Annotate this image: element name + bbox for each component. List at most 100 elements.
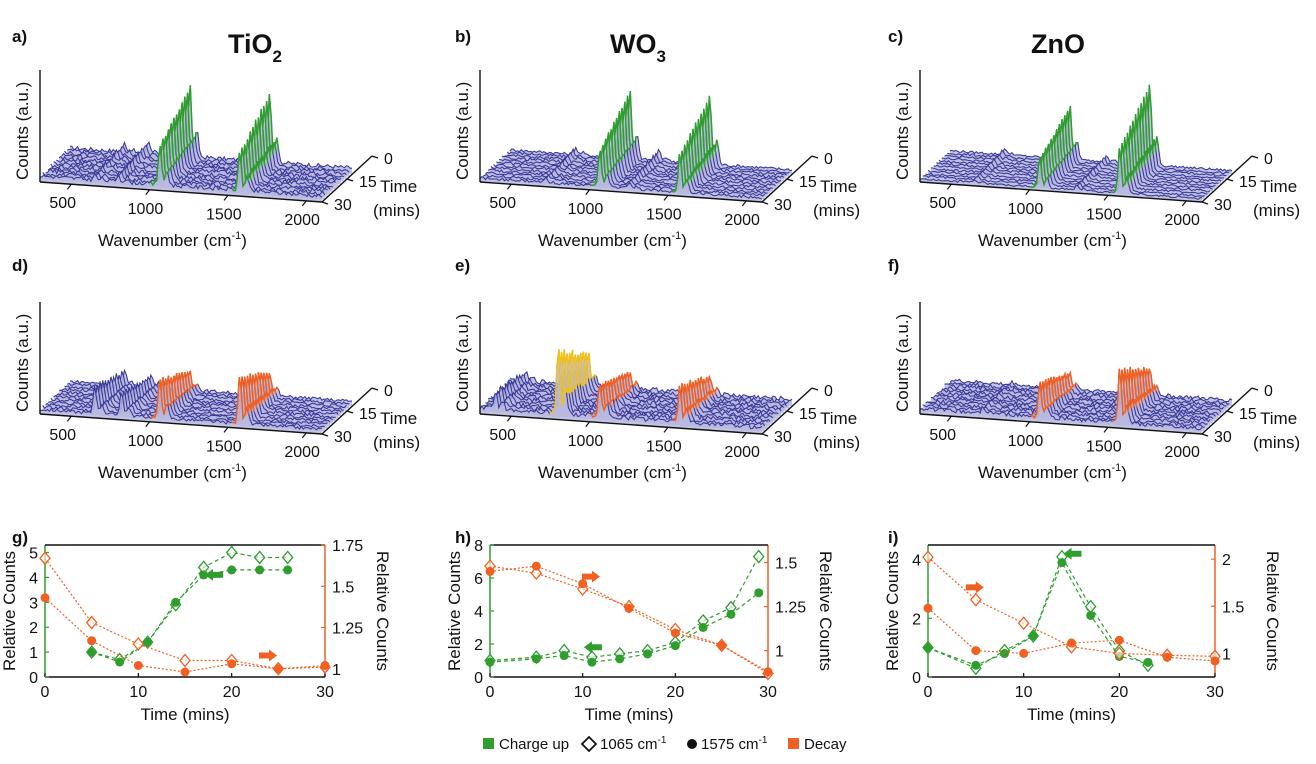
time-axis-unit: (mins) [1253, 433, 1300, 452]
data-point-circle [923, 603, 933, 613]
highlighted-peak-line [549, 349, 568, 415]
time-tick-label: 0 [384, 383, 393, 400]
data-point-circle [578, 579, 588, 589]
x-axis-line [919, 181, 1203, 203]
spectrum-slice-line [39, 377, 323, 431]
spectrum-slice-line [490, 352, 774, 419]
x-tick-label: 10 [574, 684, 592, 701]
spectrum-slice-line [482, 144, 766, 197]
x-tick-label: 1500 [206, 438, 242, 455]
right-tick-label: 1.5 [1222, 599, 1244, 616]
data-point-circle [273, 664, 283, 674]
data-point-circle [133, 660, 143, 670]
data-point-circle [320, 660, 330, 670]
spectrum-slice-line [919, 148, 1203, 200]
right-tick-label: 1.5 [775, 556, 797, 573]
spectrum-slice-line [936, 114, 1219, 185]
data-point-circle [587, 657, 597, 667]
direction-arrow [965, 581, 984, 594]
panel-label-h: h) [455, 528, 471, 547]
x-tick-label: 2000 [284, 212, 320, 229]
right-tick-label: 1.5 [332, 579, 354, 596]
x-tick [946, 415, 952, 422]
data-point-circle [485, 657, 495, 667]
x-tick [301, 200, 307, 207]
x-axis-label: Time (mins) [1027, 705, 1116, 724]
data-point-circle [171, 597, 181, 607]
panel-label-f: f) [888, 256, 899, 275]
time-tick [811, 387, 819, 391]
data-point-diamond [225, 545, 238, 560]
left-tick-label: 6 [474, 571, 483, 588]
spectrum-slice-line [944, 367, 1227, 408]
x-tick-label: 1000 [1008, 433, 1044, 450]
x-tick-label: 1500 [1086, 206, 1122, 223]
right-axis-label: Relative Counts [373, 551, 392, 671]
spectrum-slice-fill [40, 377, 322, 434]
highlighted-peak-line [671, 154, 690, 193]
panel-label-e: e) [455, 256, 470, 275]
data-point-circle [643, 649, 653, 659]
legend-diamond-label: 1065 cm-1 [600, 735, 667, 753]
left-tick-label: 5 [29, 545, 38, 562]
data-point-diamond [85, 615, 98, 630]
x-tick-label: 1500 [206, 206, 242, 223]
data-point-circle [1086, 610, 1096, 620]
x-tick-label: 10 [1015, 684, 1033, 701]
data-point-circle [1000, 649, 1010, 659]
time-tick-label: 30 [334, 429, 352, 446]
data-point-circle [1114, 635, 1124, 645]
x-tick-label: 2000 [724, 444, 760, 461]
spectrum-slice-line [933, 369, 1216, 418]
x-tick [1103, 426, 1109, 433]
time-axis-label: Time [820, 177, 857, 196]
time-tick [761, 433, 769, 437]
data-point-diamond [1113, 646, 1126, 661]
data-point-circle [670, 641, 680, 651]
waterfall-panel-d: 500 1000 1500 2000 0 15 30 Time (mins) Wavenumber… [13, 302, 420, 482]
left-tick-label: 0 [29, 670, 38, 687]
y-axis-label: Counts (a.u.) [453, 314, 472, 412]
time-axis-unit: (mins) [1253, 201, 1300, 220]
x-tick-label: 2000 [1164, 212, 1200, 229]
data-point-circle [971, 660, 981, 670]
data-point-circle [717, 640, 727, 650]
x-tick-label: 500 [929, 195, 956, 212]
legend: Charge up 1065 cm-1 1575 cm-1 Decay [483, 735, 847, 753]
x-axis-label: Wavenumber (cm-1) [538, 230, 687, 250]
x-tick [66, 183, 72, 190]
x-axis-label: Wavenumber (cm-1) [98, 462, 247, 482]
time-axis-label: Time [820, 409, 857, 428]
x-tick [223, 194, 229, 201]
y-axis-label: Counts (a.u.) [13, 82, 32, 180]
waterfall-panel-e: 500 1000 1500 2000 0 15 30 Time (mins) Wavenumber… [453, 302, 860, 482]
spectrum-slice-line [485, 138, 768, 195]
time-axis-label: Time [380, 177, 417, 196]
time-plot-h: 0 10 20 30 Time (mins) 0 2 4 6 8 1 1.25 1.5 Relative … [445, 538, 835, 724]
x-tick [145, 421, 151, 428]
highlighted-peak-line [1111, 148, 1130, 194]
spectrum-slice-line [504, 351, 787, 407]
data-point-circle [624, 603, 634, 613]
spectrum-slice-fill [950, 368, 1232, 406]
x-tick-label: 2000 [724, 212, 760, 229]
x-tick [663, 426, 669, 433]
spectrum-slice-line [927, 132, 1211, 193]
y-axis-label: Counts (a.u.) [893, 82, 912, 180]
x-tick-label: 20 [223, 684, 241, 701]
data-point-diamond [1084, 599, 1097, 614]
x-tick [663, 194, 669, 201]
data-point-circle [531, 561, 541, 571]
right-tick-label: 1.75 [332, 538, 363, 555]
panel-label-a: a) [12, 27, 27, 46]
data-point-circle [559, 651, 569, 661]
spectrum-slice-line [506, 352, 790, 405]
spectrum-slice-line [941, 103, 1224, 179]
data-point-circle [1162, 652, 1172, 662]
title-wo3: WO3 [610, 29, 666, 66]
x-axis-line [39, 413, 323, 435]
highlighted-peak-line [231, 152, 250, 192]
data-point-circle [971, 646, 981, 656]
time-tick [1201, 433, 1209, 437]
time-axis-unit: (mins) [373, 433, 420, 452]
